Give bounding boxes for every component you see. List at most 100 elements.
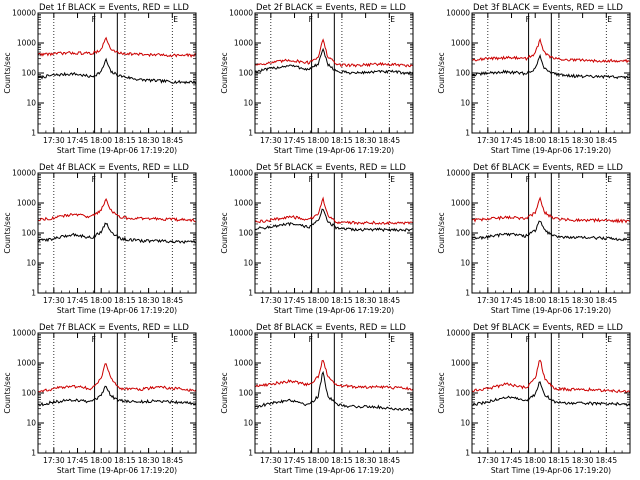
end-marker-label: E xyxy=(607,175,612,184)
y-tick-label: 10 xyxy=(243,99,253,108)
x-tick-label: 17:45 xyxy=(284,136,306,145)
interval-marker-label: F xyxy=(92,335,96,344)
x-tick-label: 18:00 xyxy=(90,296,112,305)
x-tick-label: 18:00 xyxy=(307,456,329,465)
series-group xyxy=(38,198,196,245)
x-tick-label: 17:30 xyxy=(477,456,499,465)
y-tick-label: 1 xyxy=(465,449,470,458)
x-tick-label: 18:15 xyxy=(114,136,136,145)
y-tick-label: 1 xyxy=(465,129,470,138)
series-group xyxy=(255,38,413,76)
series-group xyxy=(472,196,630,242)
y-tick-label: 100 xyxy=(239,69,254,78)
y-tick-label: 100 xyxy=(456,389,471,398)
series-line-events xyxy=(38,385,196,407)
x-tick-label: 18:00 xyxy=(90,136,112,145)
interval-marker-label: F xyxy=(309,335,313,344)
y-tick-label: 1 xyxy=(248,129,253,138)
panel-det-8: Det 8f BLACK = Events, RED = LLD 1 10 100 10… xyxy=(220,323,414,475)
panel-title: Det 7f BLACK = Events, RED = LLD xyxy=(39,323,189,333)
y-tick-label: 100 xyxy=(239,389,254,398)
series-group xyxy=(38,363,196,407)
series-line-lld xyxy=(472,37,630,64)
series-line-lld xyxy=(472,196,630,224)
series-group xyxy=(472,359,630,407)
x-tick-label: 18:30 xyxy=(138,296,160,305)
y-tick-label: 100 xyxy=(456,229,471,238)
x-tick-label: 18:45 xyxy=(161,136,183,145)
y-tick-label: 1000 xyxy=(17,359,36,368)
panel-title: Det 6f BLACK = Events, RED = LLD xyxy=(473,163,623,173)
y-tick-label: 10 xyxy=(460,99,470,108)
y-tick-label: 1000 xyxy=(451,359,470,368)
x-tick-label: 18:15 xyxy=(548,456,570,465)
series-line-events xyxy=(472,381,630,407)
y-tick-label: 1 xyxy=(248,449,253,458)
panel-det-9: Det 9f BLACK = Events, RED = LLD 1 10 100 10… xyxy=(437,323,631,475)
y-tick-label: 100 xyxy=(22,69,37,78)
y-axis-label: Counts/sec xyxy=(220,212,229,253)
end-marker-label: E xyxy=(173,175,178,184)
x-tick-label: 17:45 xyxy=(284,456,306,465)
end-marker-label: E xyxy=(607,15,612,24)
x-tick-label: 17:30 xyxy=(477,296,499,305)
x-tick-label: 17:45 xyxy=(501,456,523,465)
series-line-lld xyxy=(472,359,630,394)
panel-title: Det 8f BLACK = Events, RED = LLD xyxy=(256,323,406,333)
x-tick-label: 18:30 xyxy=(138,456,160,465)
x-axis-label: Start Time (19-Apr-06 17:19:20) xyxy=(57,306,177,315)
y-tick-label: 1000 xyxy=(234,359,253,368)
y-axis-label: Counts/sec xyxy=(3,212,12,253)
interval-marker-label: F xyxy=(526,175,530,184)
x-tick-label: 17:45 xyxy=(67,136,89,145)
y-tick-label: 10 xyxy=(243,259,253,268)
interval-marker-label: F xyxy=(309,175,313,184)
interval-marker-label: F xyxy=(526,335,530,344)
x-axis-label: Start Time (19-Apr-06 17:19:20) xyxy=(57,146,177,155)
x-tick-label: 18:15 xyxy=(331,296,353,305)
series-line-lld xyxy=(255,359,413,391)
x-tick-label: 18:30 xyxy=(355,136,377,145)
series-line-events xyxy=(472,53,630,80)
y-tick-label: 10000 xyxy=(229,329,253,338)
x-tick-label: 18:45 xyxy=(595,136,617,145)
panel-title: Det 9f BLACK = Events, RED = LLD xyxy=(473,323,623,333)
x-tick-label: 18:15 xyxy=(331,136,353,145)
interval-marker-label: F xyxy=(92,15,96,24)
x-tick-label: 17:30 xyxy=(43,136,65,145)
panel-det-3: Det 3f BLACK = Events, RED = LLD 1 10 100 10… xyxy=(437,3,631,155)
x-tick-label: 18:45 xyxy=(378,136,400,145)
x-tick-label: 17:30 xyxy=(43,456,65,465)
interval-marker-label: F xyxy=(92,175,96,184)
x-tick-label: 18:00 xyxy=(307,296,329,305)
end-marker-label: E xyxy=(173,15,178,24)
y-axis-label: Counts/sec xyxy=(3,52,12,93)
x-tick-label: 18:15 xyxy=(548,296,570,305)
y-tick-label: 10 xyxy=(460,419,470,428)
x-tick-label: 17:30 xyxy=(43,296,65,305)
series-line-events xyxy=(255,208,413,233)
y-axis-label: Counts/sec xyxy=(220,52,229,93)
panel-det-1: Det 1f BLACK = Events, RED = LLD 1 10 100 10… xyxy=(3,3,197,155)
series-line-events xyxy=(255,47,413,76)
panel-det-6: Det 6f BLACK = Events, RED = LLD 1 10 100 10… xyxy=(437,163,631,315)
x-tick-label: 18:45 xyxy=(161,296,183,305)
series-group xyxy=(38,36,196,85)
x-tick-label: 17:30 xyxy=(260,456,282,465)
y-tick-label: 100 xyxy=(22,229,37,238)
y-tick-label: 10000 xyxy=(229,169,253,178)
interval-marker-label: F xyxy=(309,15,313,24)
y-tick-label: 10 xyxy=(26,419,36,428)
y-tick-label: 10000 xyxy=(446,169,470,178)
y-axis-label: Counts/sec xyxy=(437,212,446,253)
x-tick-label: 17:45 xyxy=(67,296,89,305)
x-tick-label: 18:45 xyxy=(378,296,400,305)
x-tick-label: 18:45 xyxy=(595,296,617,305)
x-tick-label: 18:15 xyxy=(114,296,136,305)
x-tick-label: 18:00 xyxy=(524,136,546,145)
x-tick-label: 18:30 xyxy=(572,456,594,465)
y-axis-label: Counts/sec xyxy=(220,372,229,413)
x-tick-label: 18:00 xyxy=(524,456,546,465)
x-tick-label: 17:45 xyxy=(284,296,306,305)
